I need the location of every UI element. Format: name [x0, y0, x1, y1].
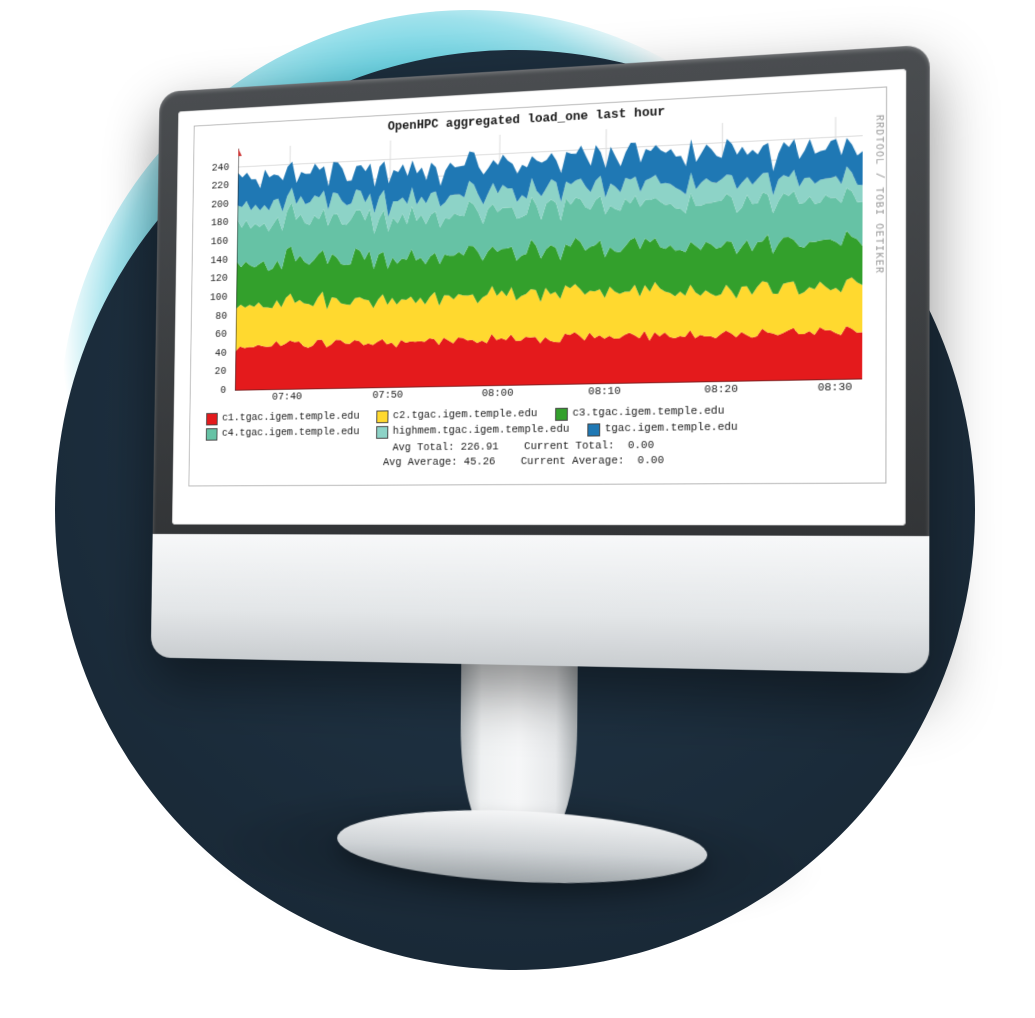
y-tick-label: 140	[193, 255, 232, 268]
legend-swatch	[376, 410, 388, 423]
stat-current-total-label: Current Total:	[524, 440, 615, 453]
chart-stats: Avg Total: 226.91 Current Total: 0.00 Av…	[205, 437, 866, 472]
legend-swatch	[376, 426, 388, 439]
stat-current-average-label: Current Average:	[521, 455, 625, 468]
legend-swatch	[206, 428, 218, 441]
x-tick-label: 08:20	[704, 384, 738, 397]
legend-swatch	[587, 423, 600, 436]
y-tick-label: 240	[194, 162, 233, 175]
y-tick-label: 200	[193, 199, 232, 212]
x-tick-label: 08:30	[818, 382, 853, 395]
legend-item: tgac.igem.temple.edu	[587, 420, 738, 438]
y-tick-label: 0	[191, 385, 230, 397]
stat-avg-average: 45.26	[464, 456, 496, 468]
legend-item: highmem.tgac.igem.temple.edu	[376, 422, 569, 440]
chart-plot-area	[235, 116, 863, 391]
legend-item: c4.tgac.igem.temple.edu	[206, 424, 360, 441]
y-tick-label: 100	[192, 292, 231, 305]
legend-swatch	[206, 412, 218, 425]
legend-label: c4.tgac.igem.temple.edu	[222, 424, 360, 441]
y-tick-label: 80	[192, 310, 231, 322]
chart-svg	[235, 116, 863, 391]
chart-legend: c1.tgac.igem.temple.edu c2.tgac.igem.temp…	[205, 401, 866, 472]
x-tick-label: 07:50	[372, 390, 403, 402]
monitor-screen: OpenHPC aggregated load_one last hour RR…	[172, 69, 906, 526]
stat-avg-total-label: Avg Total:	[392, 442, 454, 454]
y-tick-label: 120	[192, 273, 231, 286]
stat-avg-average-label: Avg Average:	[383, 457, 458, 469]
y-tick-label: 220	[194, 180, 233, 193]
legend-label: highmem.tgac.igem.temple.edu	[393, 422, 570, 440]
stat-current-total: 0.00	[628, 440, 654, 452]
monitor-bezel: OpenHPC aggregated load_one last hour RR…	[151, 45, 930, 674]
legend-label: c2.tgac.igem.temple.edu	[393, 406, 538, 424]
y-tick-label: 180	[193, 217, 232, 230]
legend-swatch	[555, 407, 568, 420]
legend-label: tgac.igem.temple.edu	[605, 420, 738, 438]
legend-label: c3.tgac.igem.temple.edu	[572, 403, 724, 421]
rrdtool-watermark: RRDTOOL / TOBI OETIKER	[872, 114, 884, 274]
stat-current-average: 0.00	[637, 455, 664, 467]
stat-avg-total: 226.91	[461, 441, 499, 453]
y-tick-label: 60	[191, 329, 230, 341]
x-tick-label: 08:00	[482, 388, 514, 400]
legend-label: c1.tgac.igem.temple.edu	[222, 409, 360, 426]
x-tick-label: 07:40	[272, 391, 302, 403]
y-tick-label: 160	[193, 236, 232, 249]
scene: OpenHPC aggregated load_one last hour RR…	[0, 0, 1035, 1018]
monitor: OpenHPC aggregated load_one last hour RR…	[146, 43, 951, 995]
y-tick-label: 40	[191, 348, 230, 360]
monitor-chin	[151, 534, 930, 674]
chart-container: OpenHPC aggregated load_one last hour RR…	[188, 86, 887, 486]
y-tick-label: 20	[191, 366, 230, 378]
x-tick-label: 08:10	[588, 386, 621, 399]
